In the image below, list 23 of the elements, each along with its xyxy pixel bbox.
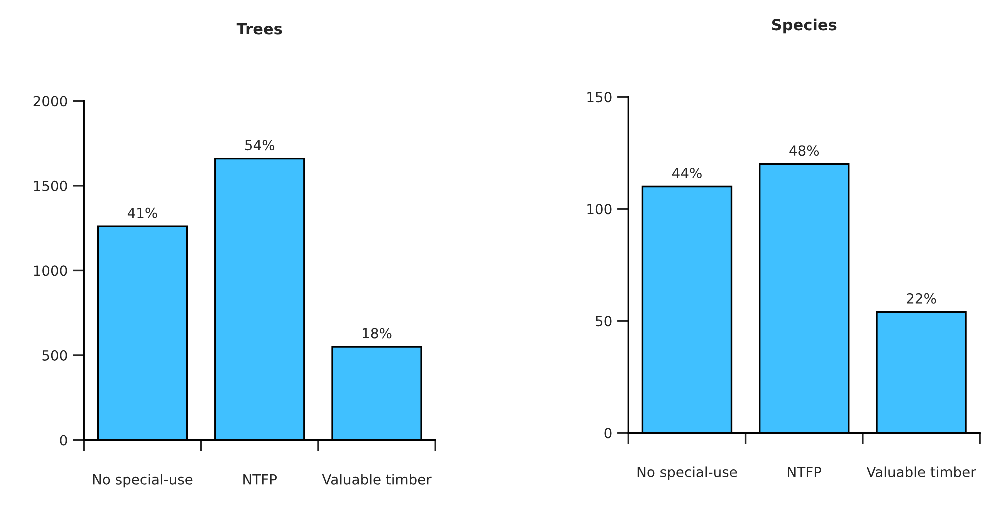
annotation: 48% [790,146,820,156]
x-tick-label: NTFP [788,467,822,478]
annotation: 22% [907,293,936,304]
y-tick-label: 1000 [34,266,68,276]
chart-title: Species [772,18,837,34]
annotation: 54% [246,140,275,151]
y-tick-label: 100 [588,204,612,215]
y-tick-label: 50 [596,316,612,327]
x-tick-label: No special-use [93,474,193,488]
annotation: 18% [363,328,392,339]
annotation: 41% [128,208,158,218]
y-tick-label: 150 [588,92,612,103]
annotation: 44% [672,168,702,178]
chart-title: Trees [236,23,282,35]
y-tick-label: 1500 [34,180,68,192]
x-tick-label: Valuable timber [322,474,432,485]
y-tick-label: 0 [60,435,68,446]
y-tick-label: 500 [42,350,68,361]
y-tick-label: 0 [604,428,612,439]
x-tick-label: NTFP [244,474,278,485]
x-tick-label: Valuable timber [866,466,976,478]
y-tick-label: 2000 [34,96,68,107]
x-tick-label: No special-use [638,466,738,480]
